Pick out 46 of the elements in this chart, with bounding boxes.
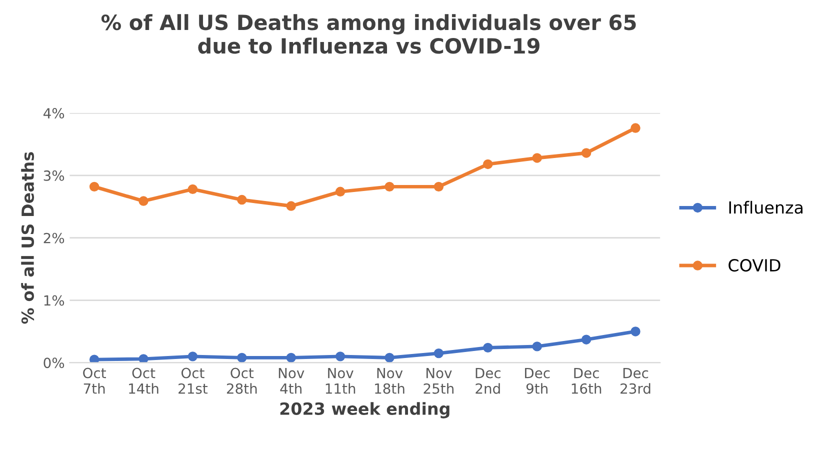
x-tick-label: Dec 2nd [476, 368, 500, 394]
point [89, 182, 100, 192]
chart-title: % of All US Deaths among individuals over 65 due to Influenza vs COVID-19 [101, 14, 636, 54]
point [286, 352, 296, 363]
point [483, 342, 493, 353]
x-tick-label: Nov 11th [326, 368, 356, 394]
x-tick-label: Nov 18th [375, 368, 404, 394]
x-axis-title: 2023 week ending [280, 402, 450, 418]
point [434, 348, 444, 358]
y-tick-label: 1% [44, 295, 64, 306]
point [581, 334, 592, 344]
point [335, 186, 346, 197]
point [237, 352, 247, 363]
x-tick-label: Nov 4th [278, 368, 304, 394]
point [532, 342, 542, 352]
x-tick-label: Dec 23rd [620, 368, 650, 394]
point [483, 159, 493, 170]
point [532, 153, 542, 163]
point [286, 201, 296, 211]
y-axis-title: % of all US Deaths [21, 152, 34, 324]
point [138, 196, 148, 206]
x-tick-label: Dec 16th [572, 368, 602, 394]
point [188, 184, 198, 194]
x-tick-label: Oct 21st [178, 368, 208, 394]
point [237, 194, 247, 205]
point [335, 352, 346, 362]
y-tick-label: 4% [43, 108, 64, 119]
y-tick-label: 3% [44, 170, 64, 181]
point [434, 182, 444, 192]
point [581, 148, 592, 158]
legend-label: COVID [728, 258, 780, 272]
x-tick-label: Oct 7th [83, 368, 106, 394]
y-tick-label: 0% [44, 358, 64, 368]
point [384, 182, 394, 192]
y-tick-label: 2% [44, 232, 64, 244]
x-tick-label: Oct 14th [129, 368, 158, 394]
point [630, 123, 640, 133]
point [188, 352, 198, 362]
x-tick-label: Dec 9th [525, 368, 550, 394]
legend-label: Influenza [729, 200, 802, 214]
point [384, 352, 394, 363]
point [89, 354, 100, 363]
x-tick-label: Oct 28th [226, 368, 257, 394]
x-tick-label: Nov 25th [424, 368, 454, 394]
point [138, 354, 148, 363]
point [630, 326, 640, 336]
